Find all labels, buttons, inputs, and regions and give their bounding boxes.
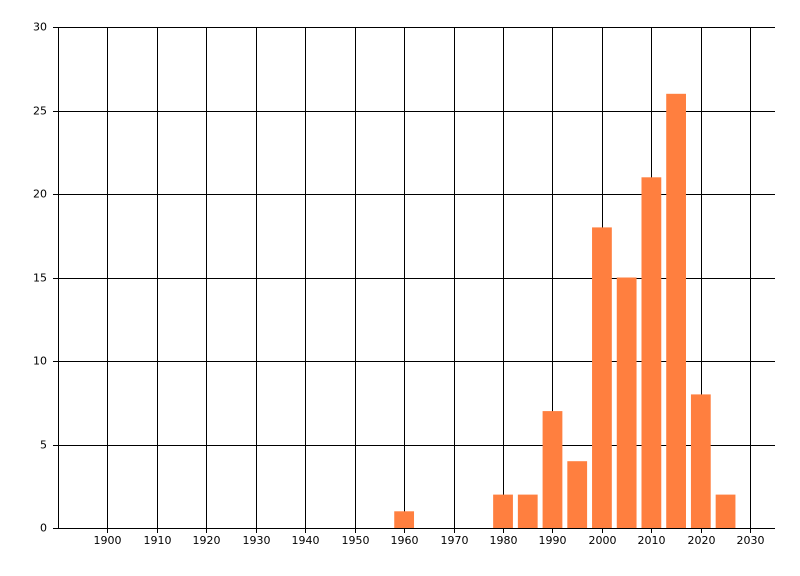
bar xyxy=(690,394,711,528)
x-tick-label: 2010 xyxy=(638,534,666,547)
x-tick-label: 1990 xyxy=(539,534,567,547)
x-tick-label: 2030 xyxy=(737,534,765,547)
x-tick-label: 2000 xyxy=(589,534,617,547)
bar xyxy=(567,461,588,528)
x-tick-label: 1930 xyxy=(243,534,271,547)
bar xyxy=(666,93,686,529)
y-tick-label: 15 xyxy=(33,272,47,285)
bar xyxy=(517,494,538,528)
x-tick-label: 1920 xyxy=(193,534,221,547)
bar xyxy=(394,511,415,528)
bar xyxy=(542,411,563,528)
bar xyxy=(616,277,637,528)
y-tick-label: 20 xyxy=(33,188,47,201)
x-tick-label: 1970 xyxy=(441,534,469,547)
y-tick-label: 10 xyxy=(33,355,47,368)
y-tick-label: 0 xyxy=(40,522,47,535)
y-tick-label: 5 xyxy=(40,439,47,452)
x-tick-label: 1950 xyxy=(342,534,370,547)
x-tick-label: 1960 xyxy=(391,534,419,547)
bar xyxy=(715,494,736,528)
y-tick-label: 25 xyxy=(33,105,47,118)
x-tick-label: 1910 xyxy=(144,534,172,547)
bar xyxy=(493,494,513,528)
x-tick-label: 2020 xyxy=(688,534,716,547)
x-tick-label: 1900 xyxy=(94,534,122,547)
x-tick-label: 1980 xyxy=(490,534,518,547)
bar xyxy=(592,227,612,528)
x-tick-label: 1940 xyxy=(292,534,320,547)
y-tick-label: 30 xyxy=(33,21,47,34)
bar xyxy=(641,177,662,529)
